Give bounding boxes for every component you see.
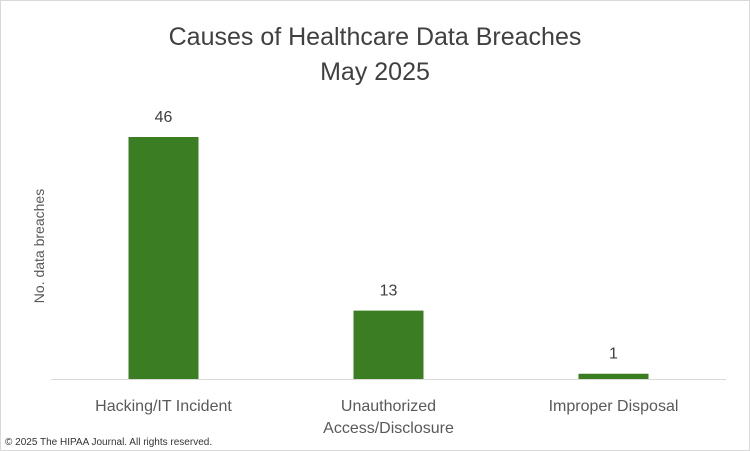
category-label-1: Unauthorized Access/Disclosure bbox=[323, 398, 454, 437]
y-axis-label: No. data breaches bbox=[31, 189, 47, 303]
chart-subtitle: May 2025 bbox=[320, 58, 430, 86]
category-label-line: Unauthorized bbox=[341, 398, 436, 415]
category-label-2: Improper Disposal bbox=[549, 398, 679, 415]
bars-layer bbox=[128, 137, 649, 379]
category-label-line: Improper Disposal bbox=[549, 398, 679, 415]
data-label-1: 13 bbox=[380, 283, 398, 300]
bar-2 bbox=[578, 373, 649, 379]
bar-1 bbox=[353, 310, 424, 379]
category-label-line: Hacking/IT Incident bbox=[95, 398, 232, 415]
bar-0 bbox=[128, 137, 199, 379]
data-label-0: 46 bbox=[155, 109, 173, 126]
category-label-0: Hacking/IT Incident bbox=[95, 398, 232, 415]
category-label-line: Access/Disclosure bbox=[323, 420, 454, 437]
copyright-notice: © 2025 The HIPAA Journal. All rights res… bbox=[5, 437, 213, 448]
category-labels-layer: Hacking/IT Incident Unauthorized Access/Di… bbox=[95, 398, 678, 437]
data-label-2: 1 bbox=[609, 346, 618, 363]
data-labels-layer: 46 13 1 bbox=[155, 109, 618, 363]
chart-title: Causes of Healthcare Data Breaches bbox=[169, 23, 582, 51]
